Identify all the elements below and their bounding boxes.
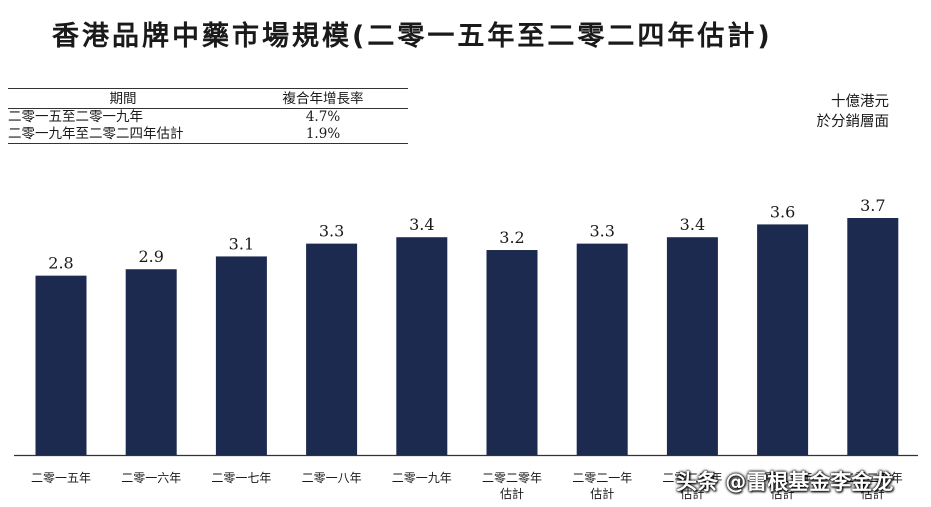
cagr-rate: 1.9%	[238, 126, 408, 144]
x-tick-label: 二零一五年	[31, 471, 91, 485]
cagr-rate: 4.7%	[305, 109, 341, 125]
watermark: 头条 @雷根基金李金龙	[676, 470, 894, 494]
cagr-row: 二零一五至二零一九年 4.7%	[8, 109, 408, 127]
data-label: 3.1	[229, 234, 254, 253]
cagr-row: 二零一九年至二零二四年估計 1.9%	[8, 126, 408, 144]
data-label: 3.6	[770, 202, 795, 221]
x-tick-label: 二零二四年	[843, 471, 903, 485]
bar	[847, 218, 899, 455]
unit-label: 十億港元 於分銷層面	[817, 92, 890, 132]
chart-title: 香港品牌中藥市場規模(二零一五年至二零二四年估計)	[52, 21, 773, 52]
data-label: 3.4	[680, 215, 705, 234]
data-label: 3.2	[499, 228, 524, 247]
x-tick-label: 估計	[500, 486, 524, 501]
bar	[486, 250, 538, 455]
data-label: 3.3	[589, 222, 614, 241]
bar	[215, 256, 267, 455]
x-tick-label: 二零二零年	[482, 471, 542, 485]
bar	[306, 243, 358, 455]
x-tick-label: 二零二一年	[572, 471, 632, 485]
unit-line: 十億港元	[831, 94, 889, 110]
bar	[576, 243, 628, 455]
x-tick-label: 二零一九年	[392, 471, 452, 485]
x-tick-label: 估計	[590, 486, 614, 501]
x-tick-label: 二零一六年	[121, 471, 181, 485]
x-tick-label: 二零一七年	[211, 471, 271, 485]
cagr-period: 二零一九年至二零二四年估計	[8, 126, 238, 144]
x-tick-label: 二零二三年	[753, 471, 813, 485]
x-tick-label: 估計	[771, 486, 795, 501]
x-tick-label: 估計	[861, 486, 885, 501]
data-label: 3.3	[319, 222, 344, 241]
data-label: 3.4	[409, 215, 434, 234]
bar	[396, 237, 448, 455]
bar	[125, 269, 177, 455]
bar	[666, 237, 718, 455]
data-label: 2.9	[138, 247, 163, 266]
data-label: 3.7	[860, 196, 885, 215]
x-tick-label: 二零二二年	[662, 471, 722, 485]
x-tick-label: 二零一八年	[302, 471, 362, 485]
cagr-header-period: 期間	[8, 88, 238, 109]
unit-line: 於分銷層面	[816, 114, 890, 130]
data-label: 2.8	[48, 254, 73, 273]
cagr-period: 二零一五至二零一九年	[8, 109, 143, 125]
cagr-header-rate: 複合年增長率	[238, 88, 408, 109]
bar	[757, 224, 809, 455]
bar	[35, 275, 87, 455]
cagr-table: 期間 複合年增長率 二零一五至二零一九年 4.7% 二零一九年至二零二四年估計 …	[8, 88, 408, 144]
x-tick-label: 估計	[680, 486, 704, 501]
